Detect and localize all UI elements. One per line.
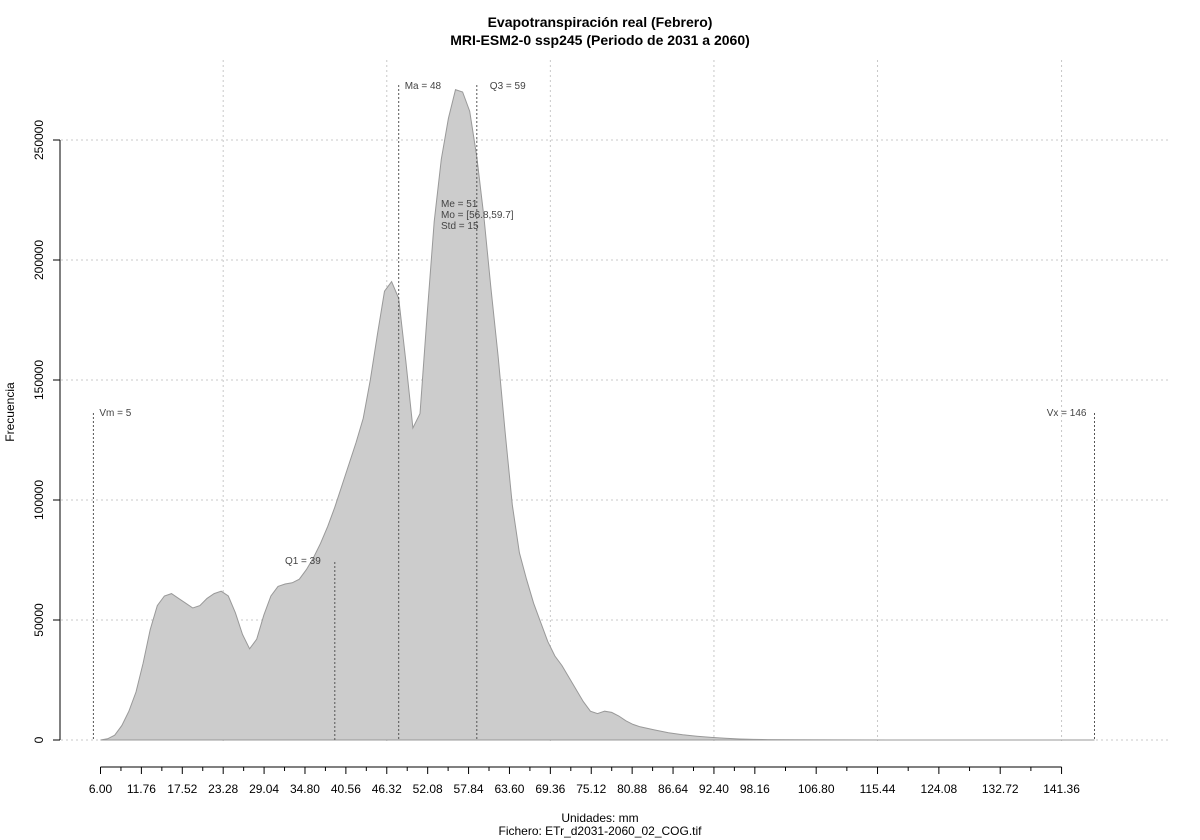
x-tick-label: 40.56 [331,782,361,796]
y-tick-label: 50000 [32,603,46,637]
x-tick-label: 69.36 [535,782,565,796]
x-tick-label: 17.52 [167,782,197,796]
y-tick-label: 0 [32,736,46,743]
x-tick-label: 57.84 [454,782,484,796]
x-tick-label: 75.12 [576,782,606,796]
y-tick-label: 150000 [32,360,46,400]
x-tick-label: 132.72 [982,782,1019,796]
x-tick-label: 98.16 [740,782,770,796]
x-tick-label: 86.64 [658,782,688,796]
x-tick-label: 29.04 [249,782,279,796]
stats-label: Mo = [56.8,59.7] [441,210,514,221]
x-tick-label: 92.40 [699,782,729,796]
q3-label: Q3 = 59 [490,81,526,92]
stats-label: Std = 15 [441,221,479,232]
x-tick-label: 63.60 [494,782,524,796]
x-tick-label: 34.80 [290,782,320,796]
chart-title: Evapotranspiración real (Febrero) [487,14,713,30]
x-tick-label: 106.80 [798,782,835,796]
x-tick-label: 23.28 [208,782,238,796]
y-tick-label: 200000 [32,240,46,280]
x-tick-label: 11.76 [127,782,156,796]
y-tick-label: 100000 [32,480,46,520]
y-tick-label: 250000 [32,120,46,160]
x-tick-label: 141.36 [1043,782,1080,796]
density-area [100,88,1095,741]
q1-label: Q1 = 39 [285,556,321,567]
x-tick-label: 52.08 [413,782,443,796]
vm-label: Vm = 5 [99,408,131,419]
x-tick-label: 46.32 [372,782,402,796]
x-tick-label: 124.08 [921,782,958,796]
x-tick-label: 80.88 [617,782,647,796]
x-tick-label: 6.00 [89,782,113,796]
chart-subtitle: MRI-ESM2-0 ssp245 (Periodo de 2031 a 206… [450,32,750,48]
stats-label: Me = 51 [441,199,478,210]
file-label: Fichero: ETr_d2031-2060_02_COG.tif [498,824,702,838]
x-tick-label: 115.44 [860,782,896,796]
vx-label: Vx = 146 [1047,408,1087,419]
ma-label: Ma = 48 [405,81,442,92]
x-axis-label: Unidades: mm [561,811,639,825]
